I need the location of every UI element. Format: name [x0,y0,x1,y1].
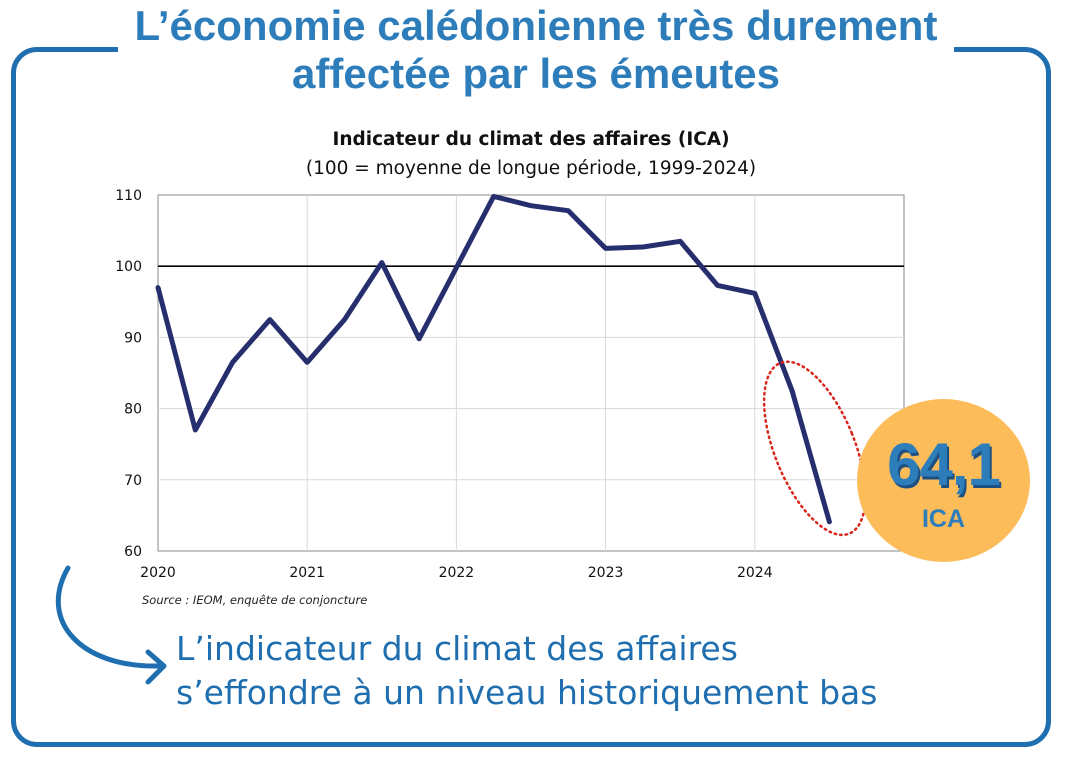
data-point [529,204,533,208]
chart-title: Indicateur du climat des affaires (ICA) [332,129,730,150]
x-tick-label: 2021 [289,565,325,581]
data-point [231,360,235,364]
data-point [790,389,794,393]
data-point [753,291,757,295]
headline: L’économie calédonienne très durement af… [134,2,938,97]
curved-arrow-icon [55,565,163,669]
data-point [492,194,496,198]
data-point [305,360,309,364]
data-point [604,246,608,250]
data-point [417,337,421,341]
badge-value: 64,1 [887,431,1001,498]
y-tick-label: 70 [124,473,142,489]
data-point [343,318,346,322]
data-point [716,283,719,287]
x-tick-label: 2024 [737,565,773,581]
data-point [641,245,645,249]
y-tick-label: 60 [124,544,142,560]
caption-line-2: s’effondre à un niveau historiquement ba… [176,673,878,712]
y-tick-label: 90 [124,330,142,346]
x-tick-label: 2020 [140,565,176,581]
x-tick-label: 2023 [588,565,624,581]
caption: L’indicateur du climat des affaires s’ef… [176,627,877,715]
data-point [566,209,570,213]
data-point [193,428,197,432]
badge-label: ICA [921,505,966,533]
data-point [678,239,682,243]
arrowhead-icon [145,649,167,685]
plot-area [157,194,905,552]
data-point [268,318,272,322]
data-point [827,520,831,524]
caption-line-1: L’indicateur du climat des affaires [176,629,738,668]
chart-source: Source : IEOM, enquête de conjoncture [142,593,368,607]
data-point [156,286,160,290]
ica-value-badge: 64,1 ICA [857,399,1030,562]
data-point [380,261,384,265]
highlight-ellipse [762,360,867,537]
headline-background [118,0,954,110]
chart-subtitle: (100 = moyenne de longue période, 1999-2… [305,158,757,179]
x-tick-label: 2022 [439,565,475,581]
y-tick-label: 110 [115,188,142,204]
y-tick-label: 80 [124,402,142,418]
data-point [454,266,458,270]
y-tick-label: 100 [115,259,142,275]
